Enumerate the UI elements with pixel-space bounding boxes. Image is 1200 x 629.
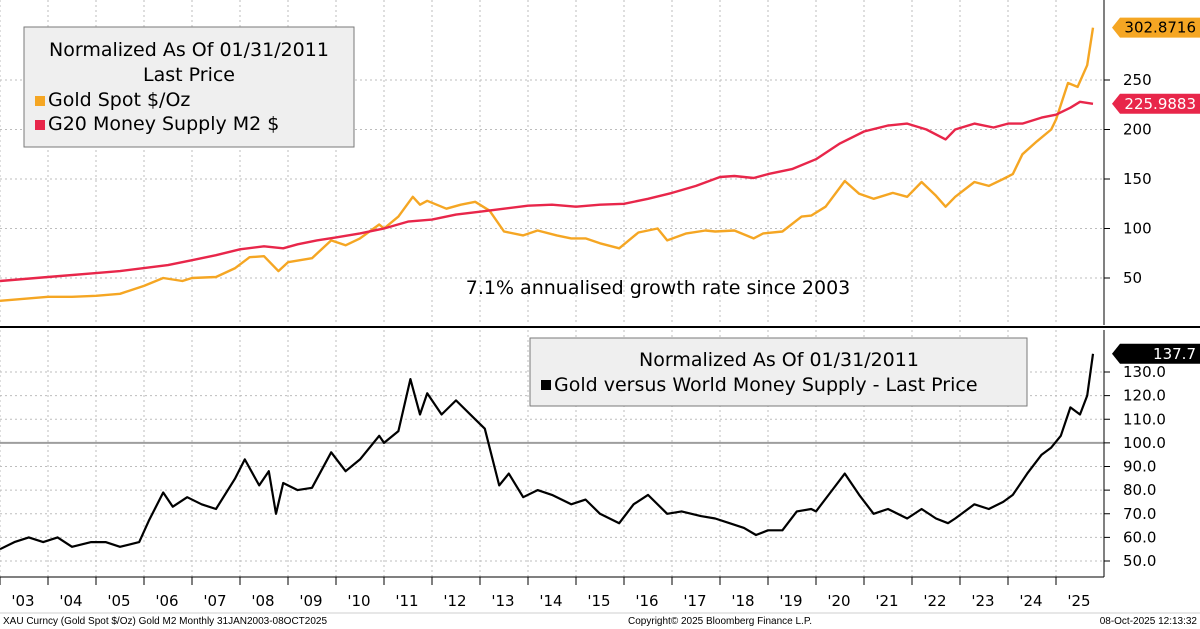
x-tick-label: '08 xyxy=(251,592,274,610)
bottom-y-tick-label: 100.0 xyxy=(1123,434,1166,452)
m2-legend-label: G20 Money Supply M2 $ xyxy=(48,113,279,135)
bottom-legend-title: Normalized As Of 01/31/2011 xyxy=(639,349,919,371)
top-y-tick-label: 100 xyxy=(1123,220,1152,238)
gold-spot-line xyxy=(0,27,1095,302)
gold-last-value-tag: 302.8716 xyxy=(1112,17,1200,38)
ratio-legend-label: Gold versus World Money Supply - Last Pr… xyxy=(554,374,978,396)
x-tick-label: '21 xyxy=(875,592,898,610)
last-value-tags: 302.8716 225.9883 137.7 xyxy=(1112,17,1200,364)
bottom-y-tick-label: 70.0 xyxy=(1123,505,1156,523)
bottom-y-axis-ticks: 50.0 60.0 70.0 80.0 90.0 100.0 110.0 120.0 130.0 xyxy=(1104,363,1166,570)
x-tick-label: '15 xyxy=(587,592,610,610)
m2-last-value-tag-bg xyxy=(1112,93,1200,114)
footer-copyright: Copyright© 2025 Bloomberg Finance L.P. xyxy=(628,616,812,627)
bottom-legend: Normalized As Of 01/31/2011 Gold versus … xyxy=(529,337,1028,407)
bottom-y-tick-label: 120.0 xyxy=(1123,387,1166,405)
x-tick-label: '09 xyxy=(299,592,322,610)
footer-timestamp: 08-Oct-2025 12:13:32 xyxy=(1100,616,1198,627)
ratio-last-value-tag-text: 137.7 xyxy=(1153,345,1196,363)
x-tick-label: '12 xyxy=(443,592,466,610)
growth-rate-annotation: 7.1% annualised growth rate since 2003 xyxy=(466,277,851,299)
x-tick-label: '23 xyxy=(971,592,994,610)
footer-source: XAU Curncy (Gold Spot $/Oz) Gold M2 Mont… xyxy=(3,616,327,627)
x-tick-label: '20 xyxy=(827,592,850,610)
top-legend: Normalized As Of 01/31/2011 Last Price G… xyxy=(23,26,355,148)
top-y-tick-label: 150 xyxy=(1123,170,1152,188)
x-tick-label: '04 xyxy=(59,592,82,610)
ratio-last-value-tag-bg xyxy=(1112,343,1200,364)
bottom-y-tick-label: 60.0 xyxy=(1123,528,1156,546)
x-tick-label: '17 xyxy=(683,592,706,610)
m2-legend-swatch xyxy=(35,120,45,130)
x-tick-label: '24 xyxy=(1019,592,1042,610)
top-y-axis-ticks: 50 100 150 200 250 xyxy=(1104,71,1152,287)
bottom-series xyxy=(0,353,1095,551)
x-tick-label: '06 xyxy=(155,592,178,610)
bottom-y-tick-label: 80.0 xyxy=(1123,481,1156,499)
x-axis-ticks: '03 '04 '05 '06 '07 '08 '09 '10 '11 '12 '13 '14 '15 '… xyxy=(0,577,1091,610)
m2-last-value-tag-text: 225.9883 xyxy=(1124,95,1196,113)
top-series xyxy=(0,27,1095,302)
bottom-y-tick-label: 50.0 xyxy=(1123,552,1156,570)
m2-last-value-tag: 225.9883 xyxy=(1112,93,1200,114)
bottom-y-tick-label: 110.0 xyxy=(1123,410,1166,428)
x-tick-label: '05 xyxy=(107,592,130,610)
gold-last-value-tag-text: 302.8716 xyxy=(1124,19,1196,37)
gold-last-value-tag-bg xyxy=(1112,17,1200,38)
top-y-tick-label: 50 xyxy=(1123,269,1142,287)
x-tick-label: '22 xyxy=(923,592,946,610)
ratio-legend-swatch xyxy=(541,380,551,390)
top-panel-gridlines xyxy=(0,0,1105,325)
x-tick-label: '03 xyxy=(11,592,34,610)
gold-vs-money-supply-line xyxy=(0,353,1095,551)
gold-legend-label: Gold Spot $/Oz xyxy=(48,89,190,111)
x-tick-label: '19 xyxy=(779,592,802,610)
m2-money-supply-line xyxy=(0,100,1094,283)
x-tick-label: '11 xyxy=(395,592,418,610)
top-legend-title-line1: Normalized As Of 01/31/2011 xyxy=(49,39,329,61)
bottom-legend-box xyxy=(529,337,1028,407)
ratio-last-value-tag: 137.7 xyxy=(1112,343,1200,364)
top-legend-title-line2: Last Price xyxy=(143,64,235,86)
x-tick-label: '14 xyxy=(539,592,562,610)
bottom-y-tick-label: 90.0 xyxy=(1123,458,1156,476)
x-tick-label: '07 xyxy=(203,592,226,610)
top-y-tick-label: 250 xyxy=(1123,71,1152,89)
x-tick-label: '13 xyxy=(491,592,514,610)
bottom-y-tick-label: 130.0 xyxy=(1123,363,1166,381)
x-tick-label: '16 xyxy=(635,592,658,610)
x-tick-label: '25 xyxy=(1067,592,1090,610)
x-tick-label: '10 xyxy=(347,592,370,610)
top-legend-box xyxy=(23,26,355,148)
top-y-tick-label: 200 xyxy=(1123,121,1152,139)
x-tick-label: '18 xyxy=(731,592,754,610)
gold-legend-swatch xyxy=(35,96,45,106)
